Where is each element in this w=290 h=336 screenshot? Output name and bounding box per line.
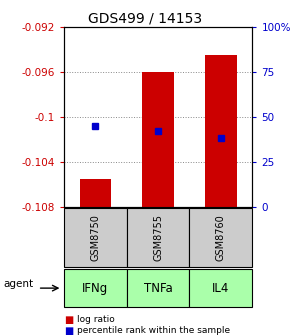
Text: agent: agent xyxy=(3,279,33,289)
Text: GSM8755: GSM8755 xyxy=(153,214,163,261)
Text: ■: ■ xyxy=(64,326,73,336)
Text: GSM8750: GSM8750 xyxy=(90,214,100,261)
Text: percentile rank within the sample: percentile rank within the sample xyxy=(77,327,230,335)
Text: GSM8760: GSM8760 xyxy=(216,214,226,261)
Text: ■: ■ xyxy=(64,315,73,325)
Bar xyxy=(79,178,111,207)
Bar xyxy=(142,72,174,207)
Text: TNFa: TNFa xyxy=(144,282,173,295)
Text: GDS499 / 14153: GDS499 / 14153 xyxy=(88,12,202,26)
Bar xyxy=(205,55,237,207)
Text: IL4: IL4 xyxy=(212,282,230,295)
Text: log ratio: log ratio xyxy=(77,316,115,324)
Text: IFNg: IFNg xyxy=(82,282,108,295)
